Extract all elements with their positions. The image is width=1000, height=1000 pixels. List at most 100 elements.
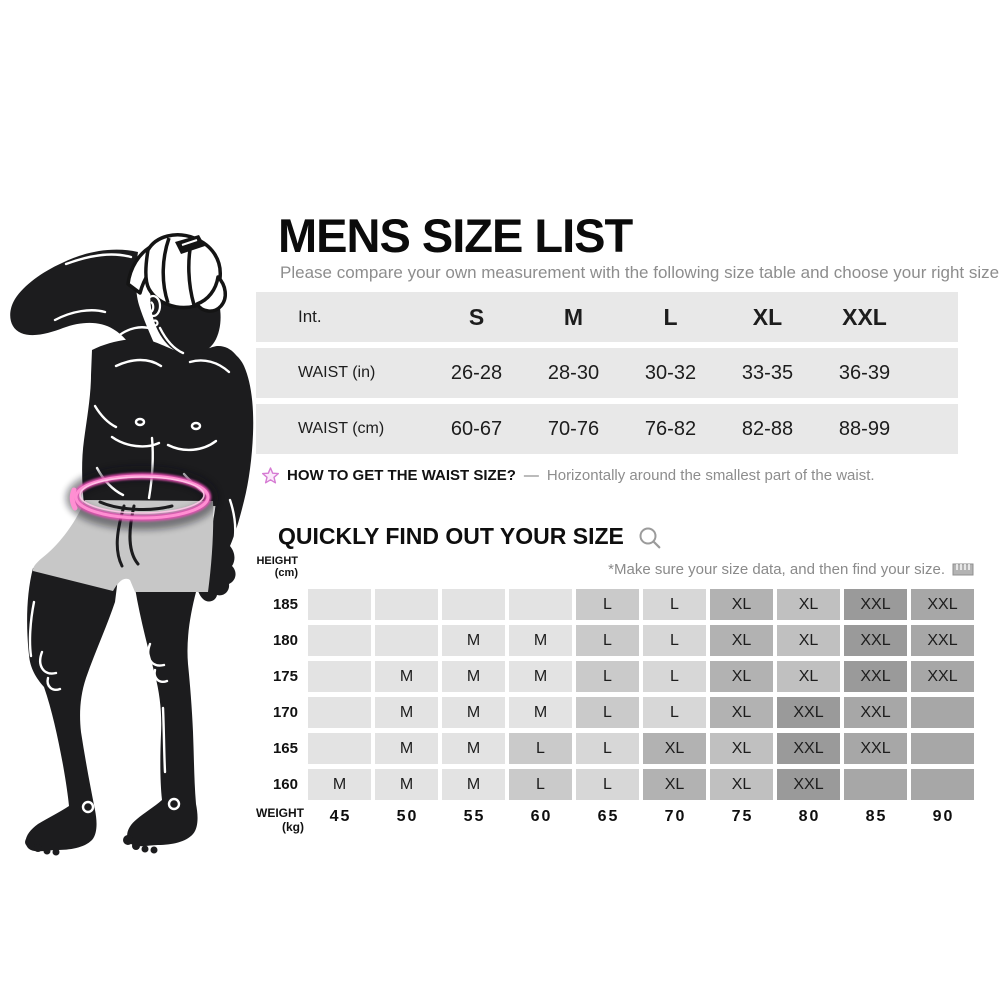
size-value-cell: 36-39 — [838, 361, 891, 384]
waist-measure-tip: HOW TO GET THE WAIST SIZE? — Horizontall… — [262, 464, 875, 486]
grid-cell: XXL — [777, 769, 840, 800]
grid-row: M M L L XL XL XXL XXL — [308, 625, 974, 656]
grid-row: M M M L L XL XL XXL — [308, 769, 974, 800]
grid-cell: XL — [777, 589, 840, 620]
size-table-row: WAIST (in) 26-28 28-30 30-32 33-35 36-39 — [256, 348, 958, 398]
weight-label: 70 — [664, 808, 687, 825]
grid-cell — [308, 661, 371, 692]
weight-label: 75 — [731, 808, 754, 825]
height-label: 185 — [272, 596, 298, 613]
size-value-cell: 82-88 — [741, 417, 794, 440]
grid-cell: L — [576, 661, 639, 692]
size-table-row: WAIST (cm) 60-67 70-76 76-82 82-88 88-99 — [256, 404, 958, 454]
grid-cell: XXL — [844, 625, 907, 656]
grid-cell: L — [576, 589, 639, 620]
grid-cell: XL — [710, 589, 773, 620]
grid-cell: M — [375, 661, 438, 692]
grid-cell: XL — [777, 625, 840, 656]
page-subtitle: Please compare your own measurement with… — [280, 263, 1000, 282]
grid-cell: XL — [710, 697, 773, 728]
size-value-cell: 30-32 — [644, 361, 697, 384]
size-value-cell: 28-30 — [547, 361, 600, 384]
grid-cell: XXL — [911, 625, 974, 656]
grid-cell: M — [442, 769, 505, 800]
grid-cell — [308, 589, 371, 620]
grid-cell: L — [643, 661, 706, 692]
tip-question: HOW TO GET THE WAIST SIZE? — [287, 466, 516, 484]
grid-cell: XL — [710, 733, 773, 764]
grid-cell: XXL — [911, 661, 974, 692]
grid-cell: XL — [710, 661, 773, 692]
waist-size-table: Int. S M L XL XXL WAIST (in) 26-28 28-30 30-32 33-… — [256, 292, 958, 460]
height-axis-label: HEIGHT (cm) — [256, 555, 298, 579]
size-table-header-row: Int. S M L XL XXL — [256, 292, 958, 342]
grid-cell: M — [509, 697, 572, 728]
weight-label: 65 — [597, 808, 620, 825]
page-title: MENS SIZE LIST — [278, 209, 633, 262]
grid-cell: XXL — [777, 697, 840, 728]
height-label: 160 — [272, 776, 298, 793]
height-label: 165 — [272, 740, 298, 757]
grid-cell: L — [509, 769, 572, 800]
size-column-header: XXL — [842, 303, 887, 330]
grid-cell: XXL — [844, 733, 907, 764]
grid-cell: M — [509, 661, 572, 692]
size-value-cell: 88-99 — [838, 417, 891, 440]
grid-row: M M M L L XL XXL XXL — [308, 697, 974, 728]
grid-row: M M M L L XL XL XXL XXL — [308, 661, 974, 692]
grid-cell: XXL — [777, 733, 840, 764]
size-column-header: L — [663, 303, 678, 330]
size-column-header: XL — [752, 303, 783, 330]
weight-label: 85 — [865, 808, 888, 825]
size-value-cell: 33-35 — [741, 361, 794, 384]
grid-cell: M — [509, 625, 572, 656]
grid-cell: L — [576, 625, 639, 656]
grid-cell: L — [643, 625, 706, 656]
weight-label: 60 — [530, 808, 553, 825]
grid-cell: M — [442, 625, 505, 656]
star-icon — [262, 466, 279, 483]
grid-cell — [308, 625, 371, 656]
size-column-header: S — [468, 303, 485, 330]
weight-label: 90 — [932, 808, 955, 825]
grid-cell: L — [509, 733, 572, 764]
magnifier-icon — [639, 527, 661, 549]
grid-cell — [308, 697, 371, 728]
grid-cell — [375, 589, 438, 620]
tip-dash: — — [523, 466, 539, 484]
grid-cell: XXL — [844, 697, 907, 728]
size-value-cell: 70-76 — [547, 417, 600, 440]
waist-measuring-tape — [66, 466, 218, 530]
height-weight-grid: L L XL XL XXL XXL M M L L XL XL XXL XXL M M M L L XL XL XXL XX… — [308, 589, 974, 805]
weight-label: 80 — [798, 808, 821, 825]
grid-cell: M — [442, 697, 505, 728]
size-value-cell: 60-67 — [450, 417, 503, 440]
grid-cell: M — [308, 769, 371, 800]
grid-cell: L — [643, 589, 706, 620]
size-row-label: WAIST (cm) — [298, 420, 385, 437]
finder-note: *Make sure your size data, and then find… — [608, 561, 945, 578]
size-value-cell: 26-28 — [450, 361, 503, 384]
grid-cell: L — [643, 697, 706, 728]
grid-row: L L XL XL XXL XXL — [308, 589, 974, 620]
finder-heading-row: QUICKLY FIND OUT YOUR SIZE — [278, 523, 662, 550]
finder-heading: QUICKLY FIND OUT YOUR SIZE — [278, 523, 624, 549]
grid-cell: XXL — [911, 589, 974, 620]
size-value-cell: 76-82 — [644, 417, 697, 440]
grid-cell: XL — [643, 733, 706, 764]
grid-cell: L — [576, 769, 639, 800]
weight-axis: 45 50 55 60 65 70 75 80 85 90 — [308, 808, 974, 826]
weight-label: 55 — [463, 808, 486, 825]
grid-cell: XL — [710, 625, 773, 656]
grid-cell — [442, 589, 505, 620]
cap — [126, 233, 227, 313]
grid-cell: XXL — [844, 589, 907, 620]
size-table-corner-label: Int. — [298, 307, 322, 326]
height-label: 180 — [272, 632, 298, 649]
grid-cell: XXL — [844, 661, 907, 692]
grid-cell: M — [442, 733, 505, 764]
weight-axis-label: WEIGHT (kg) — [256, 806, 304, 834]
grid-cell: M — [375, 769, 438, 800]
weight-label: 45 — [329, 808, 352, 825]
